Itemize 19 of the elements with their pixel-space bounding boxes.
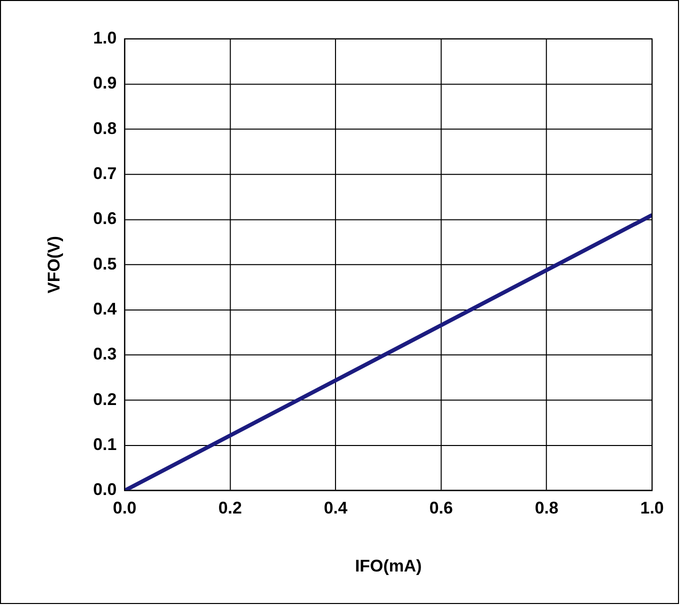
y-tick-label: 0.5 [93, 254, 117, 274]
x-tick-label: 0.2 [218, 498, 242, 518]
x-tick-label: 0.6 [429, 498, 453, 518]
y-tick-label: 0.4 [93, 300, 118, 319]
y-tick-label: 0.7 [93, 164, 117, 184]
x-axis-title: IFO(mA) [354, 556, 422, 576]
y-tick-label: 0.2 [93, 390, 117, 409]
y-tick-label: 0.8 [93, 118, 117, 138]
x-tick-label: 0.4 [324, 498, 348, 518]
y-tick-label: 0.6 [93, 209, 117, 228]
x-tick-label: 0.8 [534, 498, 558, 518]
y-tick-label: 0.1 [93, 435, 117, 454]
y-axis-title: VFO(V) [44, 236, 64, 294]
y-tick-label: 0.0 [93, 480, 117, 500]
x-tick-label: 0.0 [112, 498, 136, 518]
y-tick-label: 0.9 [93, 74, 117, 93]
y-tick-label: 0.3 [93, 344, 117, 364]
y-tick-label: 1.0 [93, 28, 117, 48]
x-tick-label: 1.0 [640, 498, 664, 518]
